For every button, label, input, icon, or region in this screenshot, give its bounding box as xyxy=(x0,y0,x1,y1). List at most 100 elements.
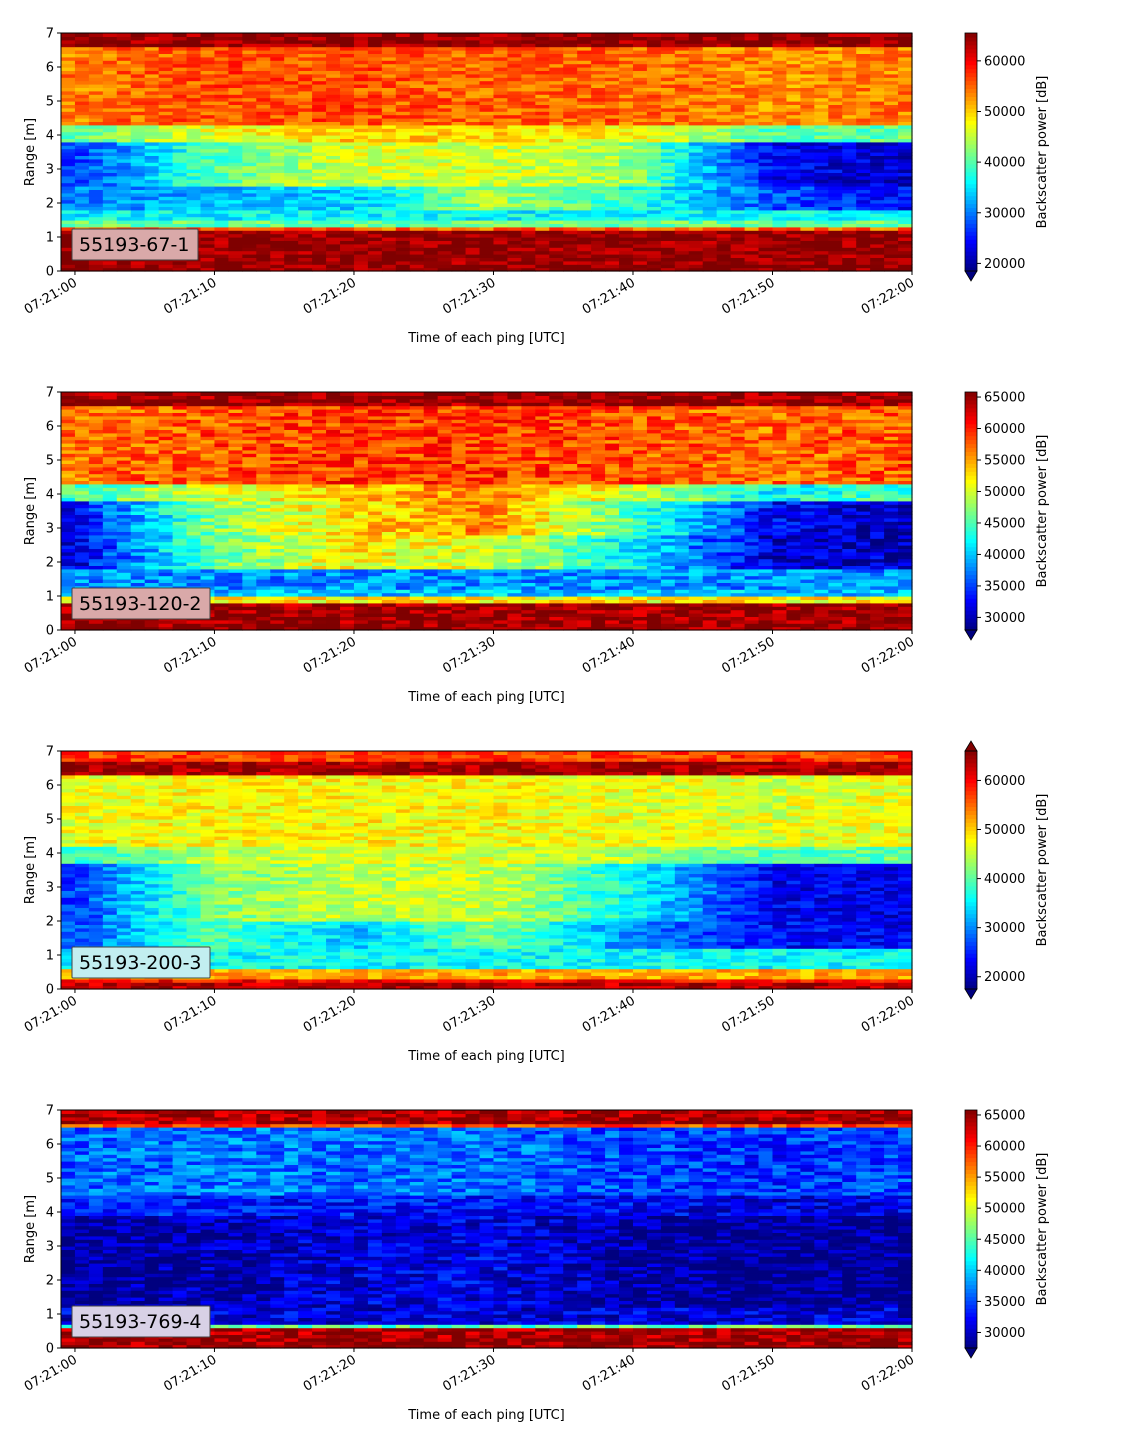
heatmap-cell xyxy=(145,33,160,37)
heatmap-cell xyxy=(103,487,118,491)
heatmap-cell xyxy=(661,132,676,136)
heatmap-cell xyxy=(103,176,118,180)
heatmap-cell xyxy=(201,132,216,136)
heatmap-cell xyxy=(89,470,104,474)
heatmap-cell xyxy=(159,166,174,170)
heatmap-cell xyxy=(368,210,383,214)
heatmap-cell xyxy=(577,244,592,248)
heatmap-cell xyxy=(298,183,313,187)
heatmap-cell xyxy=(354,159,369,163)
heatmap-cell xyxy=(814,159,829,163)
heatmap-cell xyxy=(228,142,243,146)
heatmap-cell xyxy=(214,217,229,221)
heatmap-cell xyxy=(814,244,829,248)
heatmap-cell xyxy=(396,264,411,268)
heatmap-cell xyxy=(103,504,118,508)
heatmap-cell xyxy=(410,166,425,170)
colorbar-segment xyxy=(965,85,977,89)
heatmap-cell xyxy=(745,33,760,37)
heatmap-cell xyxy=(187,149,202,153)
heatmap-cell xyxy=(480,251,495,255)
heatmap-cell xyxy=(731,210,746,214)
heatmap-cell xyxy=(466,251,481,255)
heatmap-cell xyxy=(591,33,606,37)
heatmap-cell xyxy=(173,217,188,221)
heatmap-cell xyxy=(201,264,216,268)
heatmap-cell xyxy=(786,132,801,136)
heatmap-cell xyxy=(326,200,341,204)
heatmap-cell xyxy=(786,217,801,221)
heatmap-cell xyxy=(326,193,341,197)
heatmap-cell xyxy=(298,193,313,197)
heatmap-cell xyxy=(605,200,620,204)
heatmap-cell xyxy=(605,159,620,163)
heatmap-cell xyxy=(75,436,90,440)
heatmap-cell xyxy=(89,504,104,508)
heatmap-cell xyxy=(270,176,285,180)
x-axis-label: Time of each ping [UTC] xyxy=(407,331,565,346)
heatmap-cell xyxy=(842,33,857,37)
heatmap-cell xyxy=(438,183,453,187)
heatmap-cell xyxy=(368,159,383,163)
colorbar-segment xyxy=(965,93,977,97)
colorbar-segment xyxy=(965,164,977,168)
heatmap-cell xyxy=(103,436,118,440)
heatmap-cell xyxy=(814,227,829,231)
colorbar-segment xyxy=(965,204,977,208)
heatmap-cell xyxy=(256,149,271,153)
heatmap-cell xyxy=(480,183,495,187)
heatmap-cell xyxy=(61,453,76,457)
heatmap-cell xyxy=(507,217,522,221)
heatmap-cell xyxy=(159,33,174,37)
heatmap-cell xyxy=(326,217,341,221)
heatmap-cell xyxy=(731,176,746,180)
heatmap-cell xyxy=(131,183,146,187)
heatmap-cell xyxy=(214,159,229,163)
heatmap-cell xyxy=(633,244,648,248)
heatmap-cell xyxy=(647,251,662,255)
colorbar-segment xyxy=(965,33,977,37)
heatmap-cell xyxy=(89,183,104,187)
heatmap-cell xyxy=(201,210,216,214)
heatmap-cell xyxy=(814,183,829,187)
heatmap-cell xyxy=(717,142,732,146)
heatmap-cell xyxy=(521,210,536,214)
heatmap-cell xyxy=(396,183,411,187)
heatmap-cell xyxy=(270,251,285,255)
heatmap-cell xyxy=(535,132,550,136)
heatmap-cell xyxy=(75,33,90,37)
heatmap-cell xyxy=(772,227,787,231)
heatmap-cell xyxy=(173,453,188,457)
heatmap-cell xyxy=(577,264,592,268)
heatmap-cell xyxy=(201,149,216,153)
heatmap-cell xyxy=(424,142,439,146)
colorbar-label: Backscatter power [dB] xyxy=(1035,76,1050,229)
y-tick-label: 1 xyxy=(46,231,54,246)
heatmap-cell xyxy=(675,159,690,163)
heatmap-cell xyxy=(898,244,913,248)
heatmap-cell xyxy=(438,251,453,255)
heatmap-cell xyxy=(800,251,815,255)
heatmap-cell xyxy=(201,244,216,248)
heatmap-cell xyxy=(75,419,90,423)
heatmap-cell xyxy=(312,176,327,180)
heatmap-cell xyxy=(689,251,704,255)
heatmap-cell xyxy=(89,217,104,221)
colorbar-segment xyxy=(965,136,977,140)
heatmap-cell xyxy=(131,402,146,406)
heatmap-cell xyxy=(633,159,648,163)
colorbar-segment xyxy=(965,57,977,61)
heatmap-cell xyxy=(61,402,76,406)
heatmap-cell xyxy=(298,210,313,214)
heatmap-cell xyxy=(828,33,843,37)
heatmap-cell xyxy=(256,217,271,221)
heatmap-cell xyxy=(521,217,536,221)
heatmap-cell xyxy=(284,166,299,170)
heatmap-cell xyxy=(731,159,746,163)
heatmap-cell xyxy=(270,183,285,187)
heatmap-cell xyxy=(870,227,885,231)
heatmap-cell xyxy=(480,142,495,146)
heatmap-cell xyxy=(284,193,299,197)
heatmap-cell xyxy=(772,166,787,170)
heatmap-cell xyxy=(242,149,257,153)
